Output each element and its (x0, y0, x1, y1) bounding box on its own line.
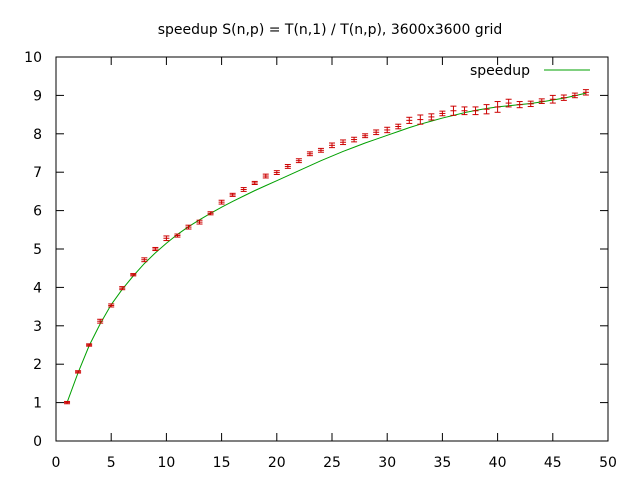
x-tick-label: 5 (107, 455, 116, 471)
data-point (108, 303, 115, 308)
y-axis-ticks: 0 1 2 3 4 5 6 7 8 9 10 (24, 50, 608, 450)
data-point (317, 147, 324, 153)
data-point (362, 133, 369, 139)
data-point (439, 110, 446, 117)
x-tick-label: 0 (52, 455, 61, 471)
y-tick-label: 7 (33, 165, 42, 181)
data-point (152, 246, 159, 252)
data-point (417, 114, 424, 125)
x-tick-label: 15 (213, 455, 231, 471)
y-tick-label: 8 (33, 127, 42, 143)
y-tick-label: 4 (33, 280, 42, 296)
y-tick-label: 9 (33, 88, 42, 104)
data-point (196, 219, 203, 225)
y-tick-label: 5 (33, 242, 42, 258)
x-tick-label: 30 (378, 455, 396, 471)
data-point (130, 273, 137, 277)
data-point (207, 211, 214, 216)
data-point (494, 101, 501, 113)
legend: speedup (470, 63, 590, 79)
data-point (527, 100, 534, 108)
axes (55, 56, 609, 442)
data-point (516, 101, 523, 109)
data-point (549, 94, 556, 104)
data-point (329, 142, 335, 149)
data-point (351, 136, 358, 143)
data-point (395, 123, 402, 130)
x-tick-label: 25 (323, 455, 341, 471)
data-point (461, 106, 468, 116)
x-tick-label: 20 (268, 455, 286, 471)
y-tick-label: 0 (33, 434, 42, 450)
data-point (141, 257, 148, 263)
data-point (582, 89, 589, 96)
y-tick-label: 6 (33, 204, 42, 220)
data-point (97, 318, 104, 324)
x-tick-label: 45 (544, 455, 562, 471)
data-point (251, 180, 258, 185)
x-tick-label: 40 (489, 455, 507, 471)
y-tick-label: 1 (33, 396, 42, 412)
data-point (373, 129, 380, 136)
data-point (505, 98, 512, 108)
data-point (483, 104, 490, 115)
data-point (538, 98, 545, 104)
x-tick-label: 35 (433, 455, 451, 471)
chart-title: speedup S(n,p) = T(n,1) / T(n,p), 3600x3… (158, 22, 502, 38)
data-point (240, 187, 247, 192)
data-point (472, 106, 479, 116)
data-point (306, 151, 313, 157)
data-point (229, 192, 236, 197)
data-point (174, 233, 181, 238)
data-point (119, 286, 126, 291)
data-point (75, 370, 82, 374)
data-point (384, 126, 391, 134)
data-point (163, 235, 170, 242)
x-tick-label: 10 (157, 455, 175, 471)
data-point (571, 92, 578, 99)
data-point (64, 400, 71, 405)
error-bar-series (64, 89, 589, 405)
data-point (560, 94, 567, 101)
speedup-line-series (66, 92, 587, 403)
legend-label-speedup: speedup (470, 63, 530, 79)
data-point (185, 224, 192, 230)
data-point (218, 199, 225, 205)
data-point (340, 139, 347, 146)
y-tick-label: 2 (33, 357, 42, 373)
data-point (262, 173, 269, 179)
data-point (284, 164, 291, 169)
data-point (86, 343, 93, 347)
speedup-line (66, 92, 587, 403)
y-tick-label: 3 (33, 319, 42, 335)
x-tick-label: 50 (599, 455, 617, 471)
plot-frame (55, 56, 609, 442)
data-point (406, 116, 413, 124)
data-point (295, 158, 302, 164)
x-axis-ticks: 0 5 10 15 20 25 30 35 40 45 50 (52, 57, 617, 471)
y-tick-label: 10 (24, 50, 42, 66)
data-point (428, 113, 435, 121)
data-point (450, 105, 457, 116)
data-point (273, 170, 280, 176)
